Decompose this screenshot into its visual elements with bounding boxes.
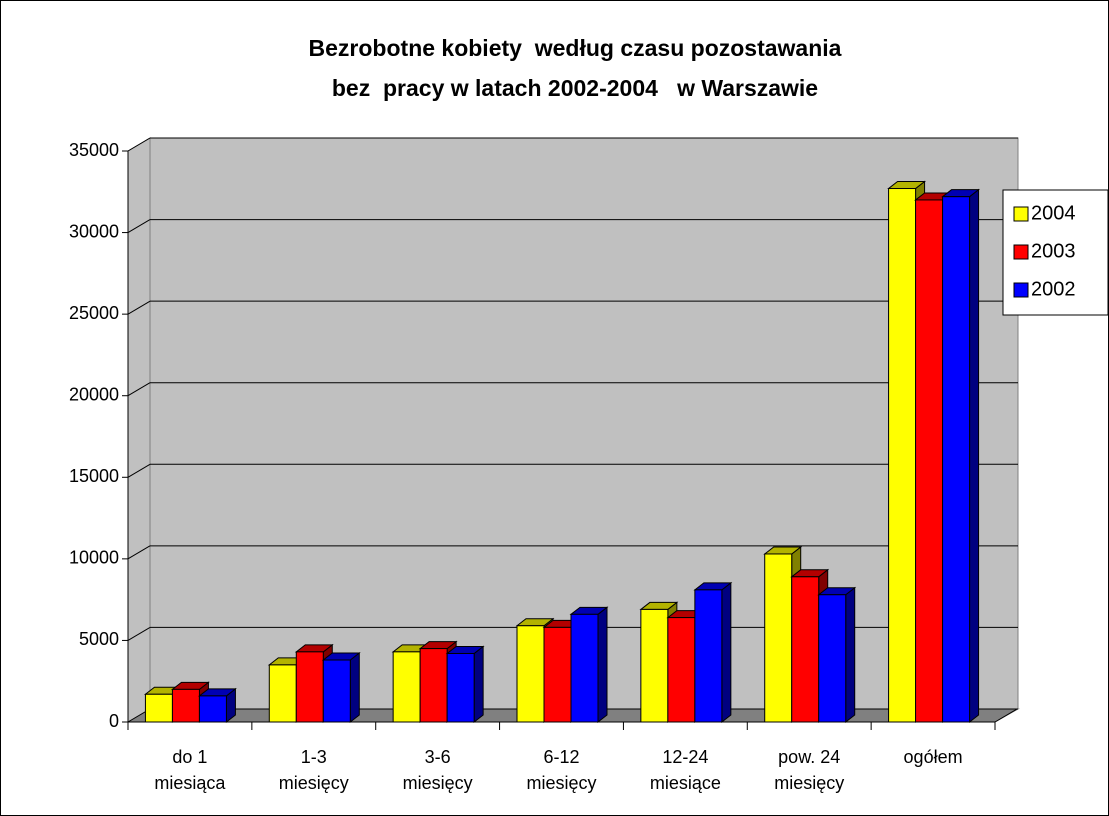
bar xyxy=(392,651,421,723)
bar xyxy=(543,626,572,723)
bar xyxy=(268,664,297,723)
legend-swatch xyxy=(1013,282,1029,298)
grid-line xyxy=(127,219,151,234)
chart-title: Bezrobotne kobiety według czasu pozostaw… xyxy=(309,35,842,61)
grid-line xyxy=(127,463,151,478)
bar xyxy=(667,617,696,723)
bar-side xyxy=(845,586,856,724)
x-tick-label: miesięcy xyxy=(403,773,473,793)
bar xyxy=(915,199,944,723)
bar xyxy=(764,553,793,723)
bar xyxy=(198,695,227,723)
legend-label: 2003 xyxy=(1031,240,1076,262)
legend-swatch xyxy=(1013,206,1029,222)
x-tick-label: 1-3 xyxy=(301,747,327,767)
x-tick-label: 6-12 xyxy=(543,747,579,767)
bar xyxy=(694,589,723,723)
grid-line xyxy=(127,626,151,641)
x-axis-depth xyxy=(994,708,1018,723)
y-tick-label: 20000 xyxy=(69,384,119,404)
y-tick-label: 30000 xyxy=(69,221,119,241)
bar xyxy=(295,651,324,723)
bar xyxy=(419,648,448,723)
x-tick-label: ogółem xyxy=(904,747,963,767)
grid-line xyxy=(127,137,151,152)
chart-title: bez pracy w latach 2002-2004 w Warszawie xyxy=(332,75,818,101)
x-tick-label: 3-6 xyxy=(425,747,451,767)
bar xyxy=(888,188,917,723)
grid-line xyxy=(127,382,151,397)
x-tick-label: miesiące xyxy=(650,773,721,793)
x-tick-label: miesięcy xyxy=(526,773,596,793)
bar-side xyxy=(597,606,608,724)
bar xyxy=(942,196,971,723)
bar-side xyxy=(473,645,484,724)
x-tick-label: 12-24 xyxy=(662,747,708,767)
bar xyxy=(570,613,599,723)
y-tick-label: 5000 xyxy=(79,629,119,649)
bar-side xyxy=(969,188,980,724)
y-tick-label: 25000 xyxy=(69,303,119,323)
grid-line xyxy=(127,300,151,315)
bar xyxy=(446,652,475,723)
bar-side xyxy=(349,651,360,724)
bar xyxy=(516,625,545,723)
legend-label: 2004 xyxy=(1031,202,1076,224)
x-tick-label: pow. 24 xyxy=(778,747,840,767)
grid-line xyxy=(127,545,151,560)
legend-swatch xyxy=(1013,244,1029,260)
x-tick-label: miesięcy xyxy=(774,773,844,793)
bar xyxy=(322,659,351,723)
bar xyxy=(144,693,173,723)
x-tick-label: miesiąca xyxy=(154,773,226,793)
x-tick-label: miesięcy xyxy=(279,773,349,793)
bar xyxy=(171,688,200,723)
y-tick-label: 15000 xyxy=(69,466,119,486)
y-tick-label: 35000 xyxy=(69,140,119,160)
legend-label: 2002 xyxy=(1031,278,1076,300)
y-tick-label: 0 xyxy=(109,711,119,731)
bar xyxy=(791,576,820,723)
bar-side xyxy=(721,581,732,724)
bar xyxy=(640,608,669,723)
y-tick-label: 10000 xyxy=(69,548,119,568)
x-tick-label: do 1 xyxy=(172,747,207,767)
bar xyxy=(818,594,847,723)
